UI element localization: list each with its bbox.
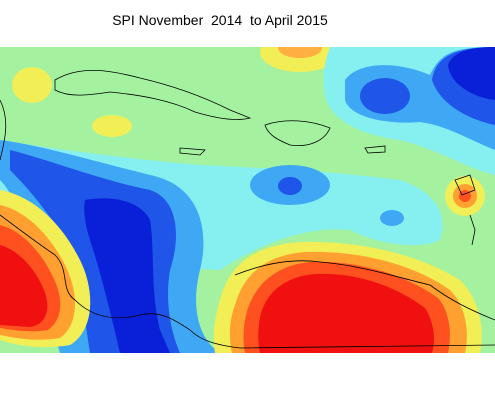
spi-field <box>0 47 495 353</box>
map-title: SPI November 2014 to April 2015 <box>112 12 328 28</box>
coastlines <box>0 69 495 349</box>
